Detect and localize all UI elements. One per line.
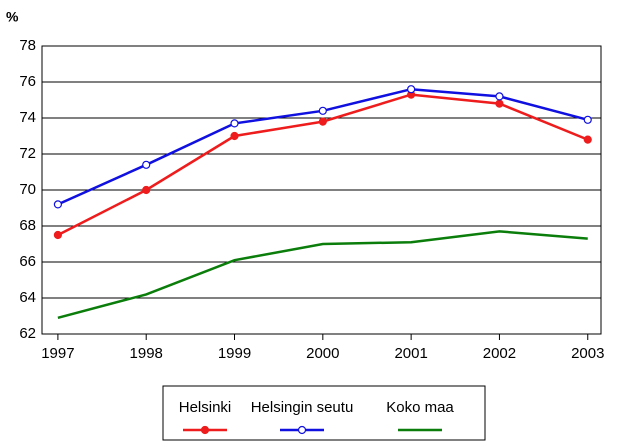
legend-label: Helsinki	[179, 399, 232, 416]
data-point	[142, 160, 151, 169]
y-tick-label: 74	[19, 109, 36, 126]
x-tick-label: 2002	[483, 345, 516, 362]
data-point	[318, 117, 327, 126]
legend-label: Koko maa	[386, 399, 454, 416]
y-tick-label: 68	[19, 217, 36, 234]
y-tick-label: 70	[19, 181, 36, 198]
legend-label: Helsingin seutu	[251, 399, 354, 416]
x-tick-label: 1998	[130, 345, 163, 362]
legend-marker	[200, 425, 210, 435]
x-tick-label: 1997	[41, 345, 74, 362]
x-tick-label: 2000	[306, 345, 339, 362]
y-tick-label: 62	[19, 325, 36, 342]
y-tick-label: 78	[19, 37, 36, 54]
data-point	[53, 230, 62, 240]
data-point	[583, 115, 592, 124]
y-tick-label: 64	[19, 289, 36, 306]
y-tick-label: 66	[19, 253, 36, 270]
series-line	[57, 230, 588, 320]
data-point	[142, 185, 151, 195]
x-tick-label: 2003	[571, 345, 604, 362]
data-point	[407, 85, 416, 94]
data-point	[230, 131, 239, 141]
data-point	[495, 92, 504, 101]
data-point	[495, 99, 504, 108]
y-tick-label: 72	[19, 145, 36, 162]
x-tick-label: 2001	[394, 345, 427, 362]
y-axis-label: %	[6, 9, 19, 25]
legend-marker	[297, 425, 307, 435]
x-tick-label: 1999	[218, 345, 251, 362]
data-point	[583, 135, 592, 144]
y-tick-label: 76	[19, 73, 36, 90]
data-point	[53, 200, 62, 209]
data-point	[318, 106, 327, 115]
data-point	[230, 119, 239, 128]
